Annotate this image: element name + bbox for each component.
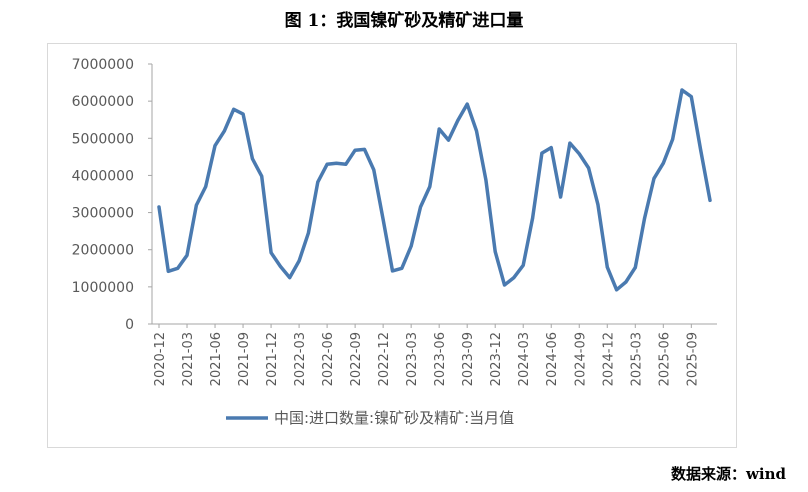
data-point bbox=[512, 276, 516, 280]
data-point bbox=[391, 269, 394, 273]
data-point bbox=[344, 162, 348, 166]
x-tick-label: 2021-03 bbox=[181, 332, 196, 386]
data-point bbox=[363, 147, 366, 151]
y-tick-label: 1000000 bbox=[72, 280, 134, 296]
data-point bbox=[419, 205, 422, 209]
chart-frame: 0 1000000 2000000 3000000 4000000 5000000 6000… bbox=[47, 43, 737, 448]
x-tick-label: 2025-09 bbox=[685, 332, 700, 386]
series-line bbox=[157, 88, 712, 292]
x-tick-label: 2025-03 bbox=[629, 332, 644, 386]
x-tick-label: 2024-06 bbox=[545, 332, 560, 386]
x-tick-label: 2025-06 bbox=[657, 332, 672, 386]
x-tick-label: 2022-06 bbox=[321, 332, 336, 386]
data-point bbox=[372, 168, 376, 172]
data-point bbox=[306, 231, 310, 235]
data-point bbox=[587, 166, 591, 170]
y-tick-label: 7000000 bbox=[72, 57, 134, 73]
legend-label: 中国:进口数量:镍矿砂及精矿:当月值 bbox=[274, 409, 514, 427]
data-point bbox=[493, 250, 497, 254]
data-point bbox=[157, 205, 161, 209]
data-point bbox=[269, 251, 273, 255]
data-point bbox=[680, 88, 684, 92]
data-point bbox=[447, 138, 450, 142]
data-point bbox=[325, 162, 329, 166]
data-point bbox=[624, 280, 628, 284]
data-point bbox=[605, 265, 609, 269]
data-point bbox=[278, 264, 282, 268]
x-tick-label: 2021-09 bbox=[237, 332, 252, 386]
data-point bbox=[643, 216, 647, 220]
line-chart: 0 1000000 2000000 3000000 4000000 5000000 6000… bbox=[72, 57, 717, 427]
y-tick-label: 0 bbox=[125, 317, 134, 333]
data-point bbox=[521, 263, 525, 267]
data-point bbox=[577, 152, 581, 156]
data-point bbox=[288, 276, 292, 280]
data-point bbox=[596, 202, 600, 206]
data-point bbox=[428, 185, 432, 189]
chart-title: 图 1：我国镍矿砂及精矿进口量 bbox=[284, 11, 524, 31]
data-point bbox=[671, 137, 675, 141]
data-point bbox=[353, 148, 357, 152]
data-point bbox=[409, 244, 413, 248]
data-point bbox=[232, 107, 236, 111]
x-tick-label: 2020-12 bbox=[153, 332, 168, 386]
y-tick-label: 6000000 bbox=[72, 94, 134, 110]
data-point bbox=[708, 198, 712, 202]
x-tick-label: 2021-12 bbox=[265, 332, 280, 386]
data-point bbox=[689, 95, 693, 99]
data-point bbox=[456, 119, 460, 122]
data-point bbox=[559, 195, 563, 199]
y-tick-label: 4000000 bbox=[72, 168, 134, 184]
data-point bbox=[213, 144, 217, 148]
data-point bbox=[465, 102, 469, 106]
y-tick-label: 5000000 bbox=[72, 131, 134, 147]
data-point bbox=[400, 266, 404, 270]
y-tick-label: 3000000 bbox=[72, 206, 134, 222]
data-point bbox=[661, 161, 665, 165]
data-source: 数据来源：wind bbox=[670, 465, 786, 483]
data-point bbox=[185, 253, 189, 257]
x-tick-label: 2023-06 bbox=[433, 332, 448, 386]
data-point bbox=[699, 148, 703, 152]
x-tick-label: 2024-12 bbox=[601, 332, 616, 386]
data-point bbox=[381, 217, 385, 221]
data-point bbox=[260, 174, 264, 178]
data-point bbox=[297, 259, 301, 263]
x-tick-label: 2021-06 bbox=[209, 332, 224, 386]
data-point bbox=[166, 269, 170, 273]
data-point bbox=[633, 266, 637, 269]
data-point bbox=[194, 203, 198, 207]
data-point bbox=[484, 178, 488, 182]
x-tick-label: 2022-12 bbox=[377, 332, 392, 386]
data-point bbox=[334, 161, 338, 165]
data-point bbox=[531, 216, 535, 220]
data-point bbox=[176, 266, 180, 270]
data-point bbox=[204, 185, 208, 189]
data-point bbox=[540, 151, 544, 155]
data-point bbox=[437, 127, 441, 131]
x-tick-label: 2023-03 bbox=[405, 332, 420, 386]
data-point bbox=[652, 176, 656, 180]
x-tick-label: 2024-03 bbox=[517, 332, 532, 386]
x-tick-label: 2024-09 bbox=[573, 332, 588, 386]
data-point bbox=[549, 146, 553, 150]
data-point bbox=[241, 112, 245, 116]
data-point bbox=[222, 129, 226, 133]
data-point bbox=[568, 141, 572, 145]
data-point bbox=[503, 283, 506, 287]
data-point bbox=[316, 180, 320, 184]
data-point bbox=[475, 129, 478, 133]
data-point bbox=[615, 288, 619, 292]
x-tick-label: 2022-03 bbox=[293, 332, 308, 386]
y-tick-label: 2000000 bbox=[72, 243, 134, 259]
x-tick-label: 2022-09 bbox=[349, 332, 364, 386]
x-tick-label: 2023-09 bbox=[461, 332, 476, 386]
x-tick-label: 2023-12 bbox=[489, 332, 504, 386]
data-point bbox=[250, 157, 254, 161]
